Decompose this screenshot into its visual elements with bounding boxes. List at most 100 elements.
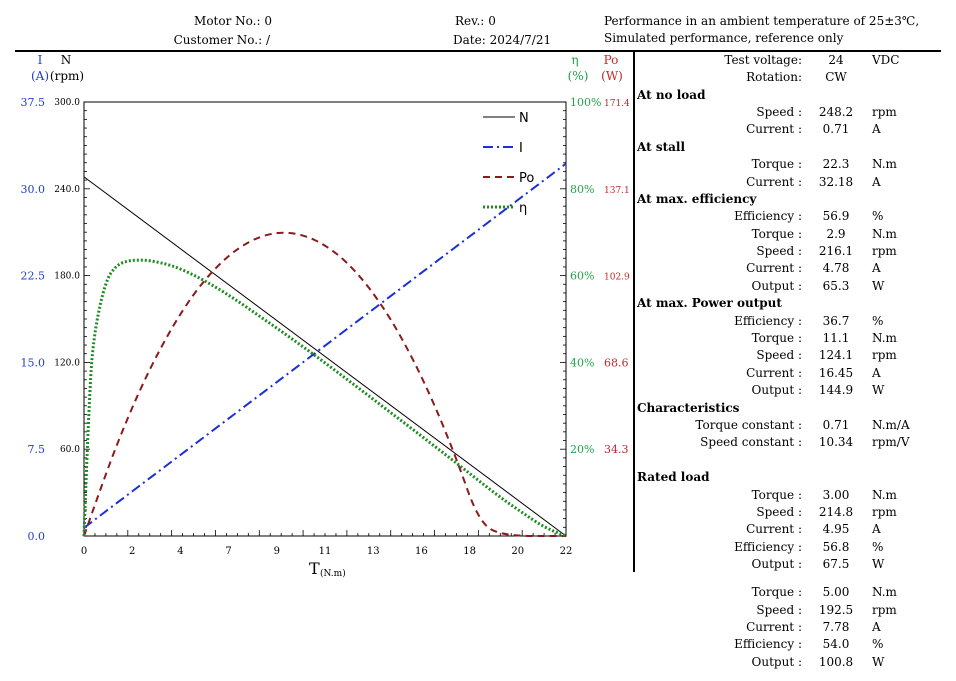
param-unit: N.m <box>872 331 897 345</box>
param-value: 2.9 <box>826 227 846 241</box>
section-title: At stall <box>637 140 686 154</box>
param-value: 124.1 <box>818 348 854 362</box>
x-tick-label: 0 <box>81 546 87 557</box>
perf-note-1: Performance in an ambient temperature of… <box>604 14 920 28</box>
param-value: 67.5 <box>822 557 850 571</box>
x-tick-label: 2 <box>129 546 135 557</box>
param-label: Current : <box>746 620 802 634</box>
param-value: 214.8 <box>818 505 854 519</box>
param-unit: A <box>872 620 881 634</box>
param-unit: N.m <box>872 488 897 502</box>
eta-axis-tick-label: 40% <box>570 356 594 369</box>
rev-label: Rev.: <box>455 14 485 28</box>
param-unit: A <box>872 522 881 536</box>
param-label: Torque : <box>751 585 802 599</box>
param-label: Torque : <box>751 227 802 241</box>
x-tick-label: 4 <box>177 546 183 557</box>
param-unit: A <box>872 366 881 380</box>
rotation-value: CW <box>825 70 847 84</box>
x-axis-label: T <box>309 559 320 578</box>
i-axis-tick-label: 30.0 <box>21 183 46 196</box>
param-value: 248.2 <box>818 105 854 119</box>
param-label: Output : <box>751 655 802 669</box>
param-label: Speed constant : <box>700 435 802 449</box>
po-axis-tick-label: 102.9 <box>604 273 630 283</box>
param-label: Output : <box>751 557 802 571</box>
motor-no-label: Motor No.: <box>194 14 261 28</box>
param-unit: % <box>872 540 884 554</box>
param-unit: rpm <box>872 603 897 617</box>
date-value: 2024/7/21 <box>489 33 552 47</box>
customer-no-label: Customer No.: <box>173 33 263 47</box>
customer-no: Customer No.: / <box>150 33 270 47</box>
param-label: Efficiency : <box>734 540 802 554</box>
param-label: Torque : <box>751 157 802 171</box>
n-axis-tick-label: 180.0 <box>54 272 80 282</box>
param-label: Efficiency : <box>734 209 802 223</box>
param-unit: W <box>872 557 885 571</box>
x-tick-label: 18 <box>463 546 476 557</box>
param-unit: N.m <box>872 227 897 241</box>
param-label: Torque : <box>751 331 802 345</box>
param-label: Speed : <box>756 348 802 362</box>
param-value: 5.00 <box>822 585 850 599</box>
param-unit: A <box>872 261 881 275</box>
param-label: Output : <box>751 279 802 293</box>
date-label: Date: <box>453 33 486 47</box>
param-label: Current : <box>746 522 802 536</box>
section-title: Characteristics <box>637 401 740 415</box>
eta-axis-name: η <box>571 53 578 67</box>
po-axis-tick-label: 68.6 <box>604 356 629 369</box>
i-axis-unit: (A) <box>31 69 49 83</box>
legend-label: N <box>519 111 529 126</box>
param-value: 0.71 <box>822 122 850 136</box>
param-unit: W <box>872 279 885 293</box>
param-value: 0.71 <box>822 418 850 432</box>
test-voltage-value: 24 <box>828 53 844 67</box>
param-value: 192.5 <box>818 603 854 617</box>
i-axis-tick-label: 22.5 <box>21 270 46 283</box>
rev: Rev.: 0 <box>455 14 496 28</box>
x-tick-label: 16 <box>415 546 428 557</box>
param-label: Output : <box>751 383 802 397</box>
po-axis-unit: (W) <box>601 69 623 83</box>
customer-no-value: / <box>265 33 270 47</box>
param-value: 56.9 <box>822 209 850 223</box>
test-voltage-unit: VDC <box>872 53 900 67</box>
x-tick-label: 7 <box>225 546 231 557</box>
param-value: 4.95 <box>822 522 850 536</box>
legend-label: η <box>519 201 527 216</box>
param-label: Current : <box>746 175 802 189</box>
perf-note-2: Simulated performance, reference only <box>604 31 844 45</box>
eta-axis-tick-label: 100% <box>570 96 601 109</box>
param-value: 22.3 <box>822 157 850 171</box>
motor-no: Motor No.: 0 <box>150 14 272 28</box>
section-title: At max. Power output <box>637 296 782 310</box>
x-tick-label: 22 <box>560 546 573 557</box>
param-value: 32.18 <box>818 175 854 189</box>
plot-frame <box>83 101 567 537</box>
param-unit: A <box>872 122 881 136</box>
param-unit: rpm <box>872 505 897 519</box>
n-axis-tick-label: 300.0 <box>54 98 80 108</box>
param-label: Torque : <box>751 488 802 502</box>
section-title: Rated load <box>637 470 710 484</box>
param-value: 36.7 <box>822 314 850 328</box>
rotation-label: Rotation: <box>746 70 802 84</box>
param-value: 56.8 <box>822 540 850 554</box>
eta-axis-unit: (%) <box>568 69 589 83</box>
param-label: Efficiency : <box>734 637 802 651</box>
param-value: 144.9 <box>818 383 854 397</box>
date: Date: 2024/7/21 <box>453 33 551 47</box>
section-title: At no load <box>637 88 706 102</box>
i-axis-tick-label: 7.5 <box>28 443 46 456</box>
motor-no-value: 0 <box>264 14 272 28</box>
legend-label: I <box>519 141 523 156</box>
param-unit: rpm <box>872 244 897 258</box>
param-unit: % <box>872 637 884 651</box>
param-value: 54.0 <box>822 637 850 651</box>
i-axis-tick-label: 37.5 <box>21 96 46 109</box>
i-axis-tick-label: 15.0 <box>21 356 46 369</box>
test-voltage-label: Test voltage: <box>724 53 802 67</box>
param-value: 7.78 <box>822 620 850 634</box>
